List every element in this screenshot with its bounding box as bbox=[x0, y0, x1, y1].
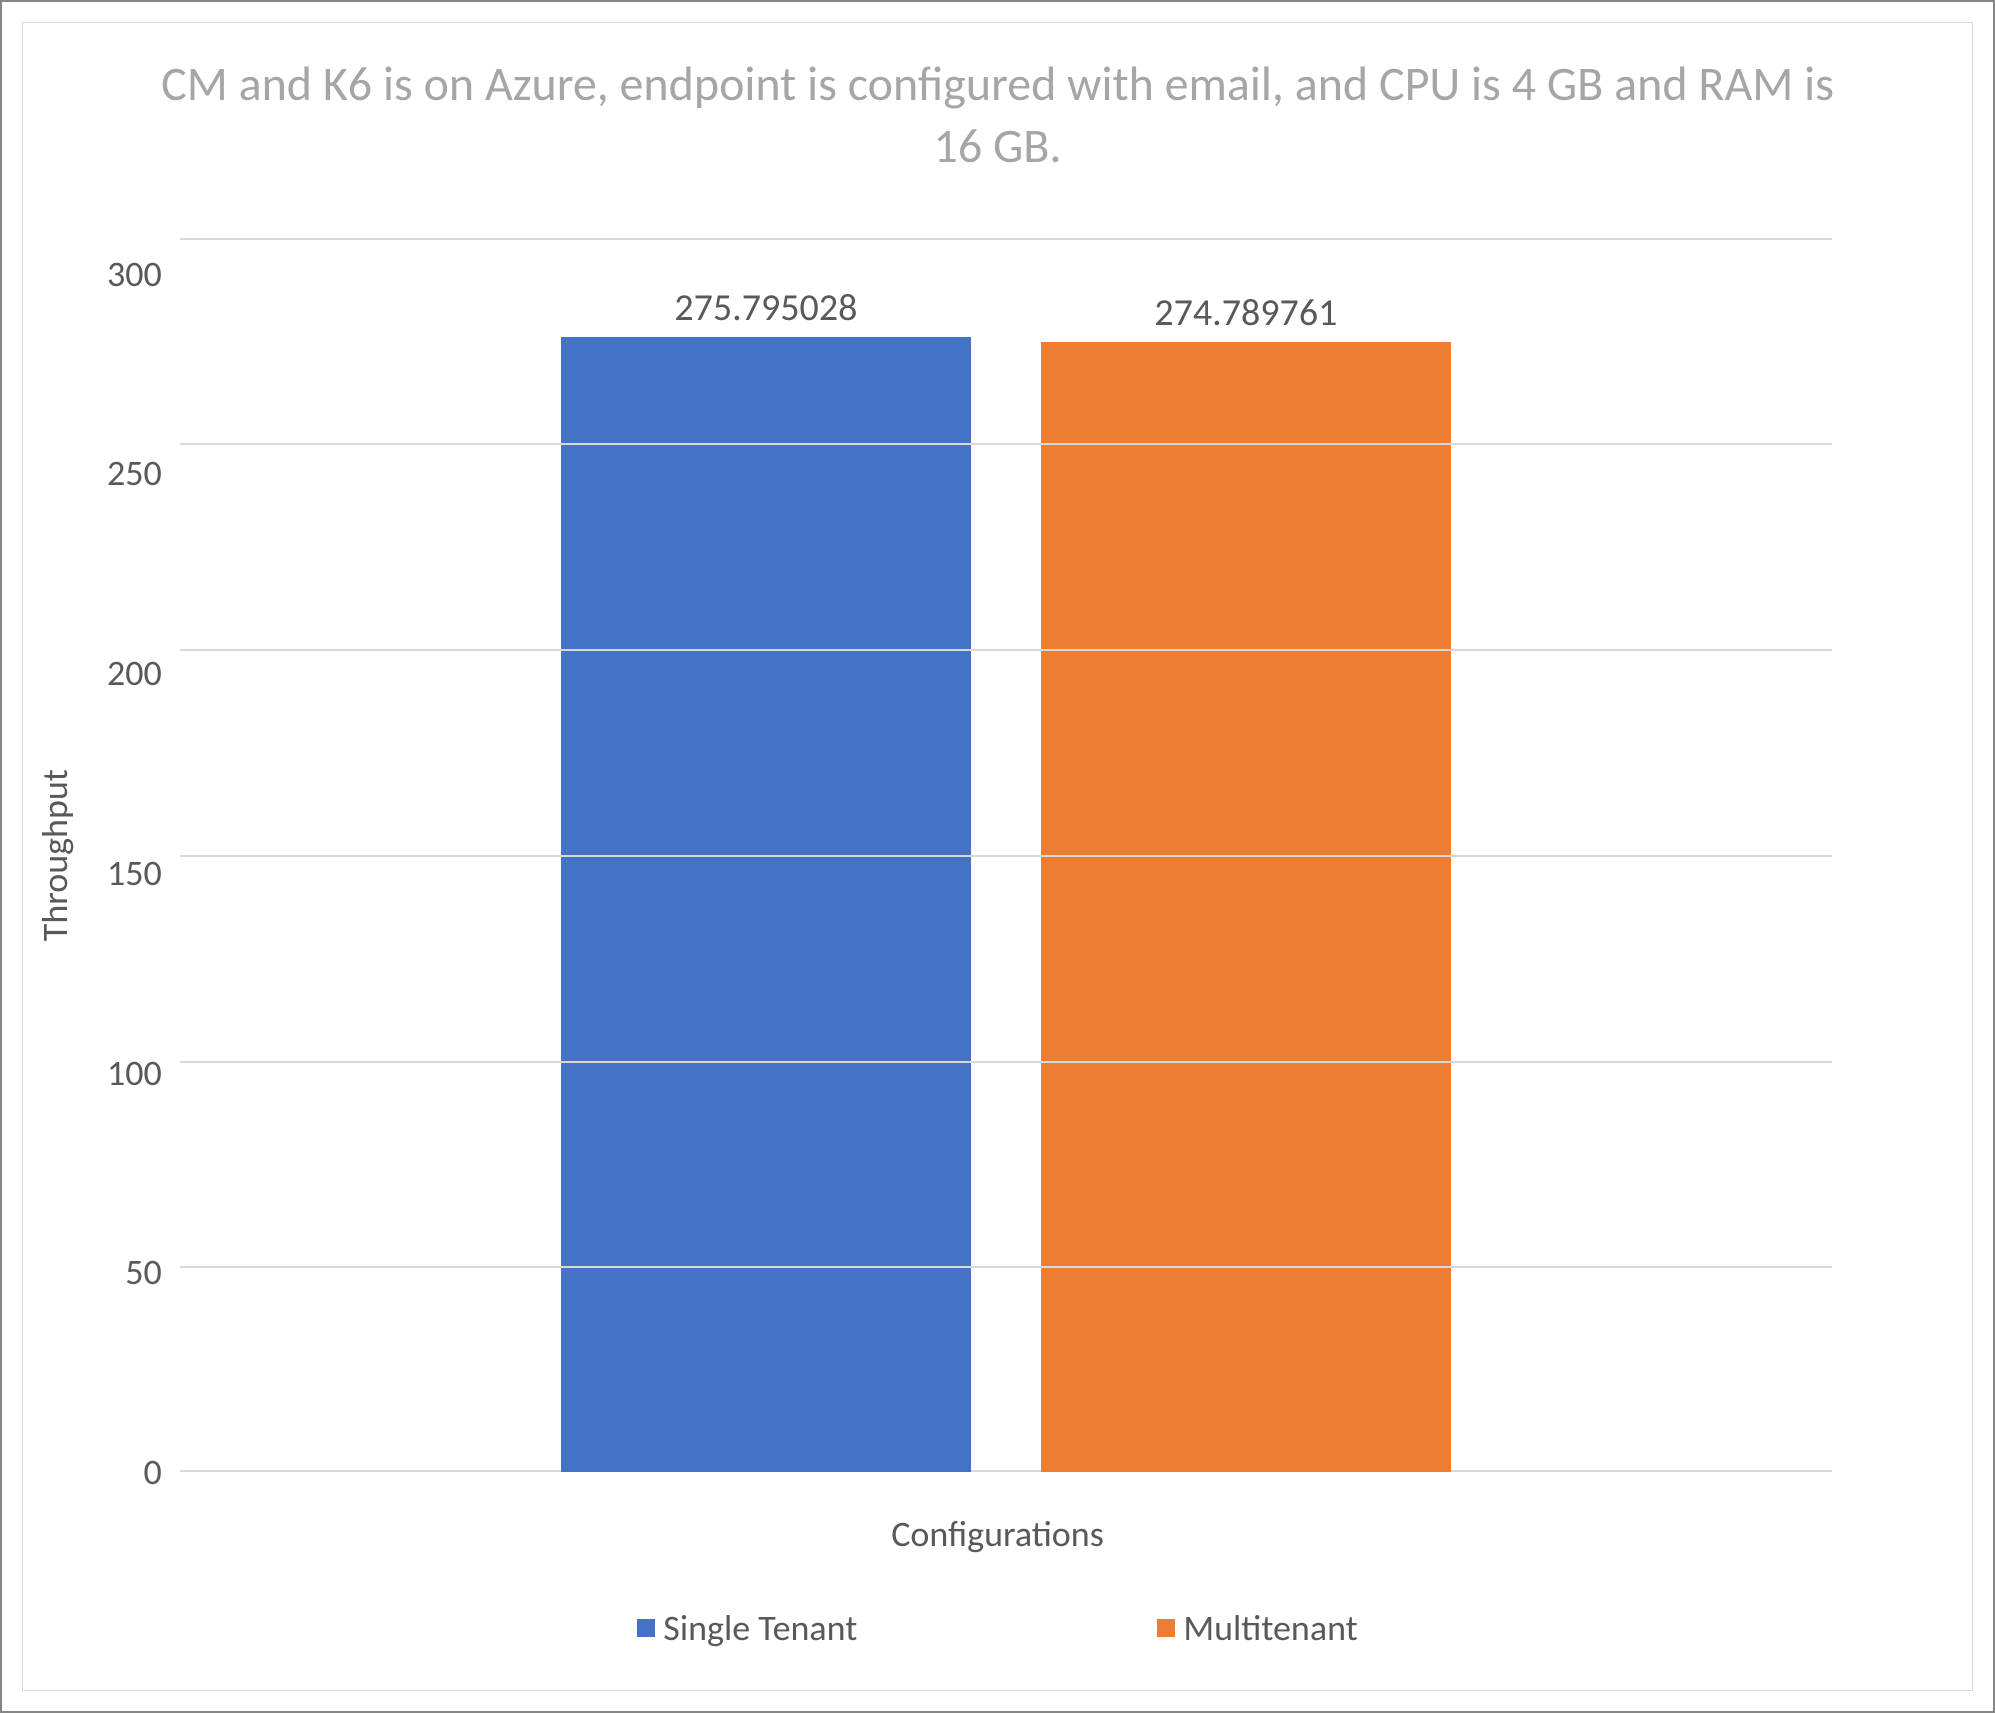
chart-outer-frame: CM and K6 is on Azure, endpoint is confi… bbox=[0, 0, 1995, 1713]
y-tick: 250 bbox=[107, 455, 162, 491]
bar-single-tenant: 275.795028 bbox=[561, 337, 971, 1472]
legend: Single Tenant Multitenant bbox=[23, 1586, 1972, 1690]
chart-inner-frame: CM and K6 is on Azure, endpoint is confi… bbox=[22, 22, 1973, 1691]
y-tick: 50 bbox=[107, 1254, 162, 1290]
y-axis-labels: 300 250 200 150 100 50 0 bbox=[107, 238, 180, 1472]
grid-line bbox=[180, 443, 1832, 445]
plot-row: Throughput 300 250 200 150 100 50 0 275.… bbox=[23, 188, 1972, 1472]
grid-line bbox=[180, 649, 1832, 651]
y-tick: 150 bbox=[107, 855, 162, 891]
y-axis-title: Throughput bbox=[23, 238, 107, 1472]
legend-label: Single Tenant bbox=[663, 1606, 857, 1650]
legend-label: Multitenant bbox=[1183, 1606, 1357, 1650]
data-label: 275.795028 bbox=[674, 285, 857, 331]
y-tick: 0 bbox=[107, 1454, 162, 1490]
grid-line bbox=[180, 855, 1832, 857]
y-tick: 100 bbox=[107, 1055, 162, 1091]
grid-line bbox=[180, 1266, 1832, 1268]
legend-item-single-tenant: Single Tenant bbox=[637, 1606, 857, 1650]
data-label: 274.789761 bbox=[1154, 290, 1337, 336]
y-tick: 300 bbox=[107, 256, 162, 292]
bar-multitenant: 274.789761 bbox=[1041, 342, 1451, 1473]
plot-area: 275.795028274.789761 bbox=[180, 238, 1832, 1472]
grid-line bbox=[180, 238, 1832, 240]
legend-item-multitenant: Multitenant bbox=[1157, 1606, 1357, 1650]
chart-title: CM and K6 is on Azure, endpoint is confi… bbox=[23, 23, 1972, 188]
y-tick: 200 bbox=[107, 655, 162, 691]
x-axis-title: Configurations bbox=[23, 1472, 1972, 1586]
legend-swatch bbox=[637, 1619, 655, 1637]
legend-swatch bbox=[1157, 1619, 1175, 1637]
grid-line bbox=[180, 1061, 1832, 1063]
